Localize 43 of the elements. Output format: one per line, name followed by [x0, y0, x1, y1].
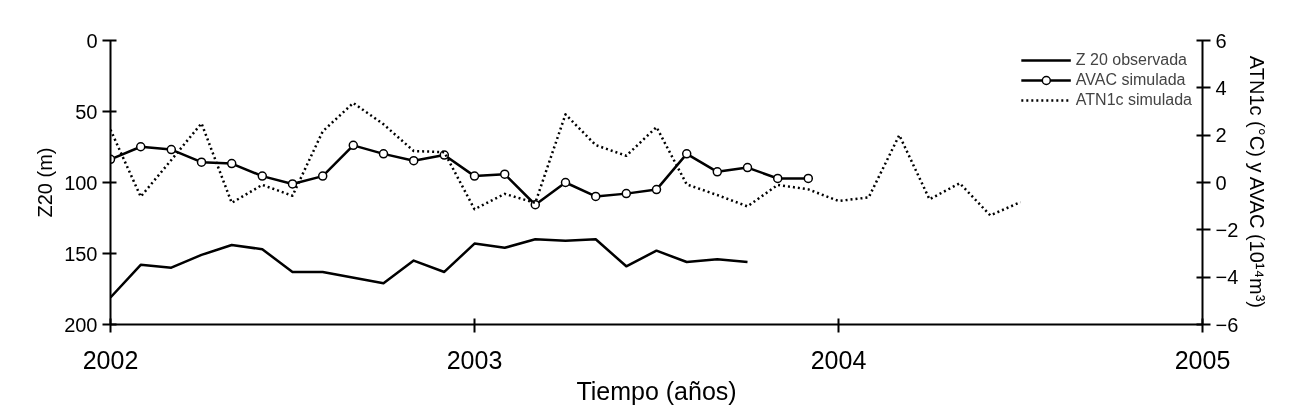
- y2-tick-label: −6: [1215, 313, 1239, 336]
- x-axis-title: Tiempo (años): [576, 376, 737, 405]
- legend-label: AVAC simulada: [1075, 71, 1186, 89]
- point: [803, 173, 814, 184]
- y2-tick-label: 0: [1215, 171, 1227, 194]
- x-tick-label: 2002: [82, 345, 139, 374]
- x-tick-label: 2003: [446, 345, 503, 374]
- point: [742, 162, 753, 173]
- y-tick-label: 200: [64, 313, 98, 336]
- point: [590, 191, 601, 202]
- x-tick-label: 2004: [810, 345, 867, 374]
- y2-tick-label: 6: [1215, 29, 1227, 52]
- point: [560, 177, 571, 188]
- point: [378, 149, 389, 159]
- point: [317, 171, 328, 181]
- y-tick-label: 0: [86, 29, 98, 52]
- point: [499, 169, 510, 179]
- point: [196, 157, 207, 167]
- y-tick-label: 100: [64, 171, 98, 194]
- x-tick-label: 2005: [1174, 345, 1231, 374]
- point: [257, 171, 268, 181]
- legend-label: ATN1c simulada: [1075, 91, 1192, 109]
- point: [651, 184, 662, 195]
- point: [681, 149, 692, 159]
- point: [408, 155, 419, 166]
- y-tick-label: 150: [64, 242, 98, 265]
- y2-tick-label: −2: [1215, 218, 1239, 241]
- point: [621, 188, 632, 199]
- point: [166, 144, 177, 155]
- y-axis-title: Z20 (m): [34, 147, 57, 218]
- y2-axis-title: ATN1c (°C) y AVAC (10¹⁴m³): [1246, 55, 1269, 309]
- point: [287, 179, 298, 189]
- point: [712, 167, 723, 177]
- point: [226, 158, 237, 169]
- y2-tick-label: −4: [1215, 266, 1239, 289]
- point: [469, 171, 480, 181]
- y-tick-label: 50: [75, 100, 98, 123]
- point: [135, 142, 146, 152]
- y2-tick-label: 4: [1215, 76, 1227, 99]
- point: [348, 140, 359, 151]
- y2-tick-label: 2: [1215, 124, 1227, 147]
- point: [772, 173, 783, 184]
- legend-label: Z 20 observada: [1075, 51, 1187, 69]
